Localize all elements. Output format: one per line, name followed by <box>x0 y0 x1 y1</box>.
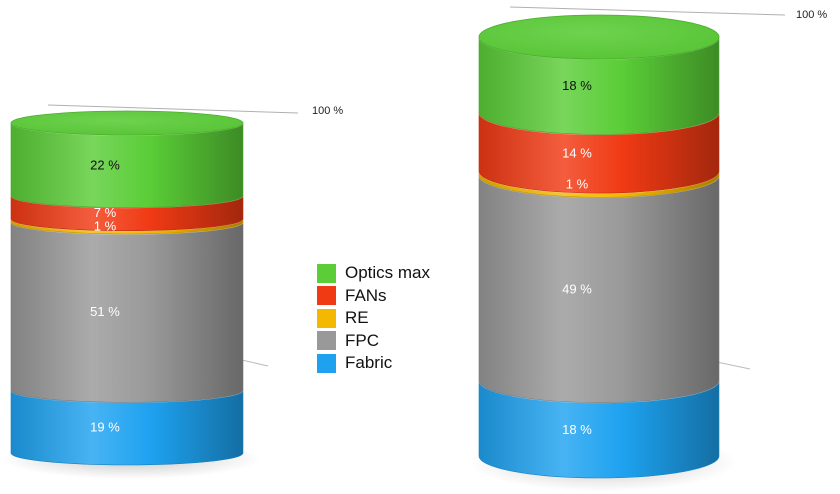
reference-line <box>47 104 299 114</box>
data-label-fans-stack-2: 14 % <box>562 145 592 160</box>
data-label-fabric-stack-2: 18 % <box>562 422 592 437</box>
reference-label: 100 % <box>312 105 343 117</box>
legend-item-optics-max: Optics max <box>317 262 430 285</box>
legend-swatch-fans <box>317 286 336 306</box>
data-label-optics-max-stack-2: 18 % <box>562 78 592 93</box>
data-label-fpc-stack-2: 49 % <box>562 281 592 296</box>
data-label-re-stack-1: 1 % <box>94 218 117 233</box>
legend-label-fabric: Fabric <box>345 353 393 373</box>
data-label-optics-max-stack-1: 22 % <box>90 157 120 172</box>
legend-swatch-optics-max <box>317 263 336 283</box>
legend-item-fpc: FPC <box>317 330 430 353</box>
data-label-fabric-stack-1: 19 % <box>90 420 120 435</box>
segment-fpc-stack-1 <box>10 221 244 403</box>
data-label-re-stack-2: 1 % <box>566 177 589 192</box>
legend-label-optics-max: Optics max <box>345 263 431 283</box>
legend-item-fabric: Fabric <box>317 352 430 375</box>
top-cap <box>10 110 244 136</box>
legend-swatch-fpc <box>317 331 336 351</box>
segment-fpc-stack-2 <box>478 175 720 403</box>
legend: Optics max FANs RE FPC Fabric <box>317 262 430 375</box>
legend-label-fpc: FPC <box>345 330 379 350</box>
legend-swatch-fabric <box>317 353 336 373</box>
legend-item-fans: FANs <box>317 285 430 308</box>
data-label-fans-stack-1: 7 % <box>94 205 117 220</box>
segment-optics-max-stack-1 <box>10 122 244 208</box>
data-label-fpc-stack-1: 51 % <box>90 304 120 319</box>
stack-1: 19 % 51 % 1 %7 % 22 % 100 % <box>1 104 343 479</box>
legend-label-fans: FANs <box>345 285 387 305</box>
reference-label: 100 % <box>796 9 827 21</box>
top-cap <box>478 14 720 60</box>
legend-swatch-re <box>317 308 336 328</box>
legend-item-re: RE <box>317 307 430 330</box>
stack-2: 18 % 49 % 1 % 14 % 18 % 100 % <box>469 6 827 492</box>
legend-label-re: RE <box>345 308 369 328</box>
reference-line <box>509 6 786 16</box>
